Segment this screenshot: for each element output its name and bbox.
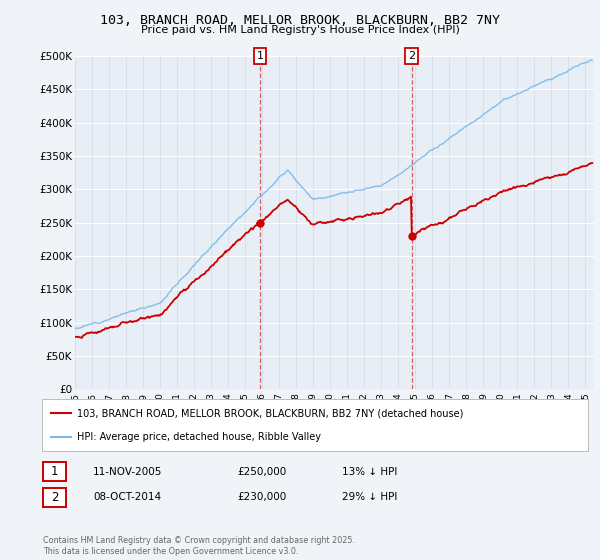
Text: £230,000: £230,000 — [237, 492, 286, 502]
Text: 1: 1 — [51, 465, 58, 478]
Text: 2: 2 — [408, 51, 415, 61]
Text: £250,000: £250,000 — [237, 466, 286, 477]
Text: 11-NOV-2005: 11-NOV-2005 — [93, 466, 163, 477]
Text: 103, BRANCH ROAD, MELLOR BROOK, BLACKBURN, BB2 7NY: 103, BRANCH ROAD, MELLOR BROOK, BLACKBUR… — [100, 14, 500, 27]
Text: HPI: Average price, detached house, Ribble Valley: HPI: Average price, detached house, Ribb… — [77, 432, 322, 442]
Text: 2: 2 — [51, 491, 58, 504]
Text: 08-OCT-2014: 08-OCT-2014 — [93, 492, 161, 502]
Text: Contains HM Land Registry data © Crown copyright and database right 2025.
This d: Contains HM Land Registry data © Crown c… — [43, 536, 355, 556]
Text: Price paid vs. HM Land Registry's House Price Index (HPI): Price paid vs. HM Land Registry's House … — [140, 25, 460, 35]
Text: 13% ↓ HPI: 13% ↓ HPI — [342, 466, 397, 477]
Text: 103, BRANCH ROAD, MELLOR BROOK, BLACKBURN, BB2 7NY (detached house): 103, BRANCH ROAD, MELLOR BROOK, BLACKBUR… — [77, 408, 464, 418]
Text: 29% ↓ HPI: 29% ↓ HPI — [342, 492, 397, 502]
Text: 1: 1 — [256, 51, 263, 61]
